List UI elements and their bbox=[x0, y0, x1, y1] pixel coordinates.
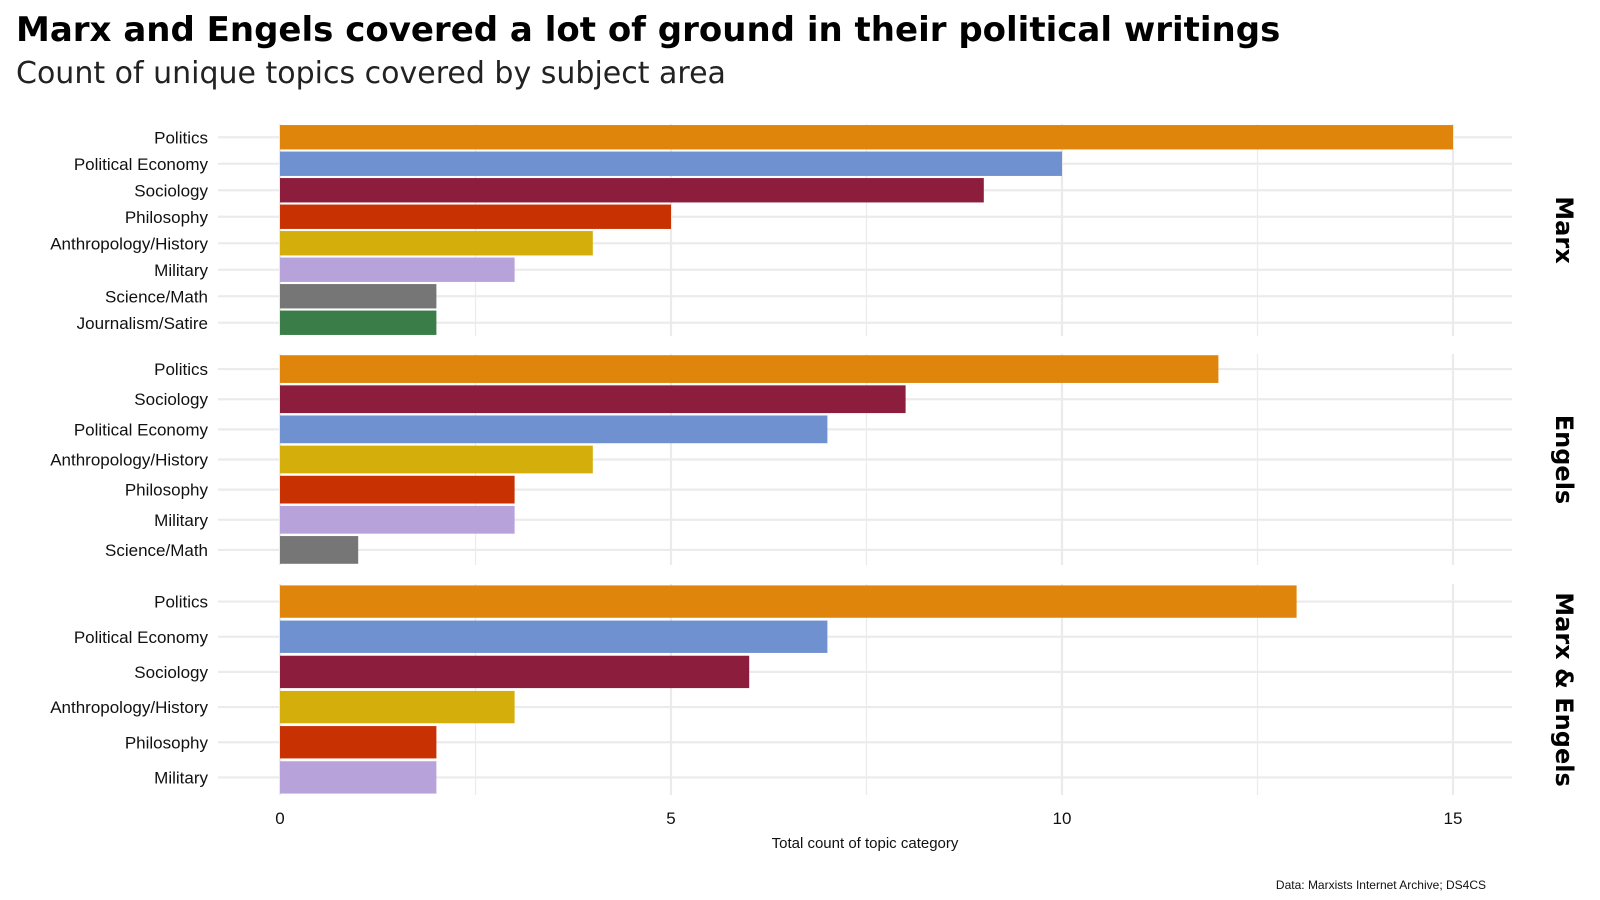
x-tick-label: 10 bbox=[1053, 809, 1072, 828]
bar bbox=[280, 231, 593, 256]
bar bbox=[280, 355, 1219, 383]
bar bbox=[280, 536, 359, 564]
facet-strip-label: Marx & Engels bbox=[1550, 592, 1578, 786]
category-label: Sociology bbox=[134, 390, 208, 409]
category-label: Sociology bbox=[134, 181, 208, 200]
category-label: Politics bbox=[154, 360, 208, 379]
category-label: Anthropology/History bbox=[50, 698, 208, 717]
bar bbox=[280, 445, 593, 474]
category-label: Military bbox=[154, 261, 208, 280]
bar bbox=[280, 257, 515, 282]
facet-strip-label: Engels bbox=[1550, 415, 1578, 504]
bar bbox=[280, 690, 515, 724]
category-label: Philosophy bbox=[125, 733, 209, 752]
category-label: Philosophy bbox=[125, 208, 209, 227]
chart-subtitle: Count of unique topics covered by subjec… bbox=[16, 56, 726, 91]
bar bbox=[280, 585, 1297, 618]
bar bbox=[280, 204, 671, 229]
chart-caption: Data: Marxists Internet Archive; DS4CS bbox=[1275, 878, 1486, 892]
category-label: Journalism/Satire bbox=[77, 314, 208, 333]
x-axis-title: Total count of topic category bbox=[772, 835, 959, 852]
bar bbox=[280, 475, 515, 504]
bar bbox=[280, 655, 750, 689]
bar bbox=[280, 385, 906, 414]
bar bbox=[280, 505, 515, 534]
x-tick-label: 5 bbox=[666, 809, 675, 828]
bar bbox=[280, 151, 1062, 176]
bar bbox=[280, 761, 437, 794]
bar bbox=[280, 178, 984, 203]
category-label: Philosophy bbox=[125, 481, 209, 500]
category-label: Political Economy bbox=[74, 420, 209, 439]
category-label: Politics bbox=[154, 593, 208, 612]
bar bbox=[280, 726, 437, 759]
x-tick-label: 15 bbox=[1444, 809, 1463, 828]
category-label: Political Economy bbox=[74, 155, 209, 174]
category-label: Politics bbox=[154, 128, 208, 147]
bar bbox=[280, 284, 437, 309]
x-tick-label: 0 bbox=[275, 809, 284, 828]
category-label: Science/Math bbox=[105, 541, 208, 560]
bar bbox=[280, 415, 828, 444]
category-label: Science/Math bbox=[105, 287, 208, 306]
chart-title: Marx and Engels covered a lot of ground … bbox=[16, 10, 1281, 50]
category-label: Sociology bbox=[134, 663, 208, 682]
bar bbox=[280, 125, 1453, 150]
bar bbox=[280, 620, 828, 653]
category-label: Anthropology/History bbox=[50, 234, 208, 253]
category-label: Military bbox=[154, 768, 208, 787]
category-label: Political Economy bbox=[74, 628, 209, 647]
facet-strip-label: Marx bbox=[1550, 196, 1578, 264]
category-label: Anthropology/History bbox=[50, 451, 208, 470]
category-label: Military bbox=[154, 511, 208, 530]
bar bbox=[280, 310, 437, 335]
